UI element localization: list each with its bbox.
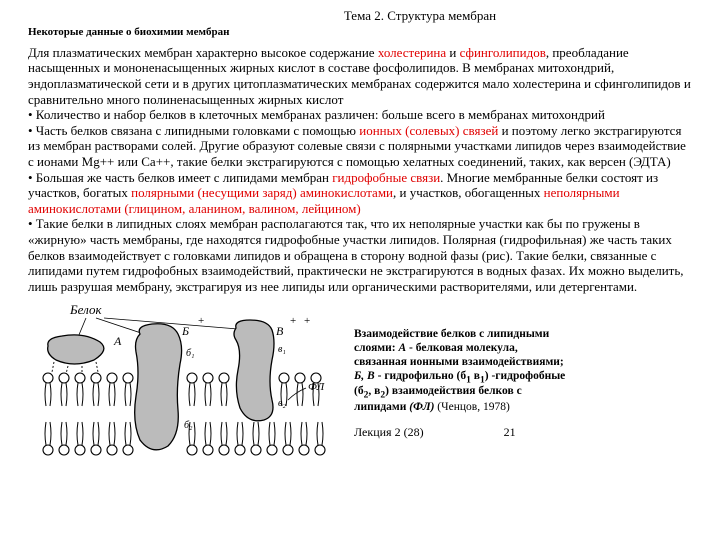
text: и (446, 45, 459, 60)
term-red: сфинголипидов (460, 45, 546, 60)
bullet-1: • Количество и набор белков в клеточных … (28, 107, 692, 123)
caption-line: (б2, в2) взаимодействия белков с (354, 385, 692, 401)
page-number: 21 (504, 425, 516, 439)
svg-text:в₁: в₁ (278, 344, 286, 355)
footer: Лекция 2 (28) 21 (354, 425, 692, 439)
svg-text:+: + (290, 315, 296, 327)
caption-line: Б, В - гидрофильно (б1 в1) -гидрофобные (354, 370, 692, 386)
text: • Большая же часть белков имеет с липида… (28, 170, 332, 185)
svg-text:+: + (198, 315, 204, 327)
figure-caption: Взаимодействие белков с липидными слоями… (338, 300, 692, 470)
bullet-4: • Такие белки в липидных слоях мембран р… (28, 216, 692, 294)
svg-text:б₂: б₂ (184, 420, 193, 431)
figure-diagram: Белок А Б В + + + (28, 300, 338, 470)
section-subtitle: Некоторые данные о биохимии мембран (28, 26, 692, 39)
caption-line: Взаимодействие белков с липидными (354, 328, 692, 342)
svg-text:б₁: б₁ (186, 348, 195, 359)
term-red: гидрофобные связи (332, 170, 440, 185)
svg-text:В: В (276, 324, 284, 338)
caption-line: связанная ионными взаимодействиями; (354, 356, 692, 370)
term-red: полярными (несущими заряд) аминокислотам… (131, 185, 393, 200)
figure-row: Белок А Б В + + + (28, 300, 692, 470)
term-red: ионных (солевых) связей (359, 123, 498, 138)
svg-text:в₂: в₂ (278, 398, 286, 409)
text: • Часть белков связана с липидными голов… (28, 123, 359, 138)
text: Для плазматических мембран характерно вы… (28, 45, 378, 60)
svg-text:Б: Б (181, 324, 189, 338)
bullet-2: • Часть белков связана с липидными голов… (28, 123, 692, 170)
bullet-3: • Большая же часть белков имеет с липида… (28, 170, 692, 217)
text: , и участков, обогащенных (393, 185, 544, 200)
svg-text:+: + (304, 315, 310, 327)
svg-text:А: А (113, 334, 122, 348)
term-red: холестерина (378, 45, 446, 60)
caption-line: липидами (ФЛ) (Ченцов, 1978) (354, 401, 692, 415)
caption-line: слоями: А - белковая молекула, (354, 342, 692, 356)
lecture-number: Лекция 2 (28) (354, 425, 424, 439)
page-title: Тема 2. Структура мембран (148, 8, 692, 24)
figure-label: Белок (69, 302, 102, 317)
paragraph-intro: Для плазматических мембран характерно вы… (28, 45, 692, 107)
